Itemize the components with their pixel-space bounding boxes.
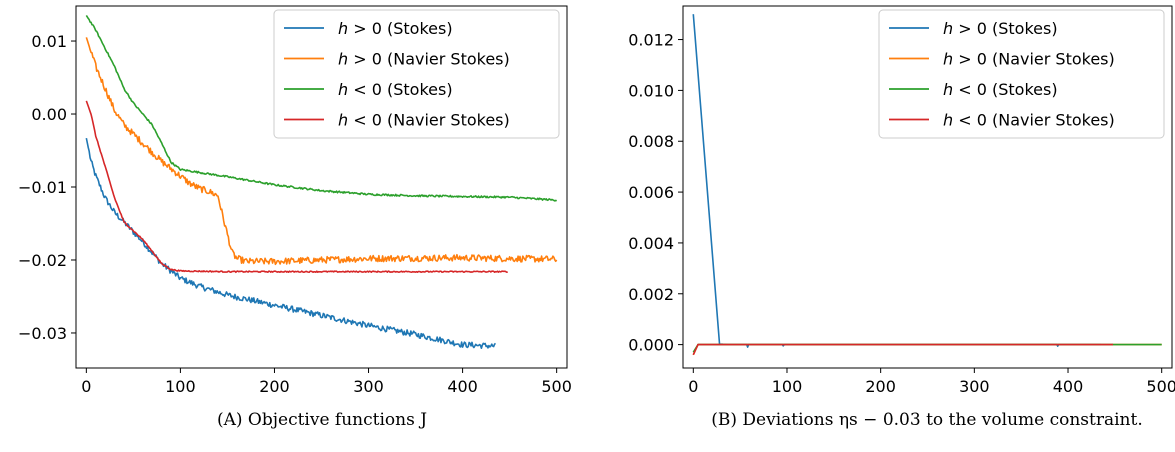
legend: h > 0 (Stokes) h > 0 (Navier Stokes) h < 0… xyxy=(273,9,560,139)
chart-1: 0 100 200 300 400 500 0.012 0.010 0.008 0.006 0.00… xyxy=(628,5,1175,430)
legend-label: h > 0 (Stokes) xyxy=(338,19,453,38)
y-tick-label: −0.01 xyxy=(18,178,67,197)
x-tick-label: 200 xyxy=(865,377,896,396)
x-tick-label: 0 xyxy=(688,377,698,396)
y-tick-label: 0.010 xyxy=(628,81,674,100)
legend: h > 0 (Stokes) h > 0 (Navier Stokes) h < 0… xyxy=(878,9,1165,139)
series-line-1 xyxy=(85,37,558,266)
legend-label: h > 0 (Stokes) xyxy=(943,19,1058,38)
figure-caption: (A) Objective functions J xyxy=(217,410,427,430)
series-line-1 xyxy=(692,343,1162,356)
y-tick-label: 0.006 xyxy=(628,183,674,202)
x-tick-label: 200 xyxy=(259,377,290,396)
legend-label: h < 0 (Navier Stokes) xyxy=(943,111,1115,130)
x-tick-label: 500 xyxy=(1146,377,1175,396)
y-tick-label: 0.008 xyxy=(628,132,674,151)
series-group xyxy=(85,15,558,350)
x-tick-label: 100 xyxy=(772,377,803,396)
y-tick-label: 0.000 xyxy=(628,336,674,355)
legend-label: h < 0 (Stokes) xyxy=(943,80,1058,99)
series-line-2 xyxy=(692,343,1162,353)
series-line-2 xyxy=(85,15,557,202)
x-tick-label: 400 xyxy=(1053,377,1084,396)
x-tick-label: 400 xyxy=(447,377,478,396)
legend-box xyxy=(273,9,560,139)
y-tick-label: 0.002 xyxy=(628,285,674,304)
series-line-3 xyxy=(85,100,508,274)
legend-label: h < 0 (Stokes) xyxy=(338,80,453,99)
y-tick-label: 0.012 xyxy=(628,31,674,50)
y-tick-label: 0.00 xyxy=(31,105,67,124)
x-tick-label: 500 xyxy=(541,377,572,396)
series-line-3 xyxy=(692,343,1113,356)
legend-label: h > 0 (Navier Stokes) xyxy=(943,50,1115,69)
series-group xyxy=(692,14,1162,356)
legend-label: h > 0 (Navier Stokes) xyxy=(338,50,510,69)
legend-box xyxy=(878,9,1165,139)
chart-0: 0 100 200 300 400 500 0.01 0.00 −0.01 −0.02 −0.03 h… xyxy=(18,5,572,430)
figure-caption: (B) Deviations ηs − 0.03 to the volume c… xyxy=(711,410,1143,430)
axes-frame xyxy=(682,5,1173,369)
y-tick-label: 0.004 xyxy=(628,234,674,253)
x-tick-label: 300 xyxy=(353,377,384,396)
y-tick-label: −0.02 xyxy=(18,251,67,270)
x-tick-label: 100 xyxy=(165,377,196,396)
y-tick-label: 0.01 xyxy=(31,32,67,51)
y-tick-label: −0.03 xyxy=(18,324,67,343)
legend-label: h < 0 (Navier Stokes) xyxy=(338,111,510,130)
series-line-0 xyxy=(85,137,497,350)
x-tick-label: 300 xyxy=(959,377,990,396)
x-tick-label: 0 xyxy=(81,377,91,396)
